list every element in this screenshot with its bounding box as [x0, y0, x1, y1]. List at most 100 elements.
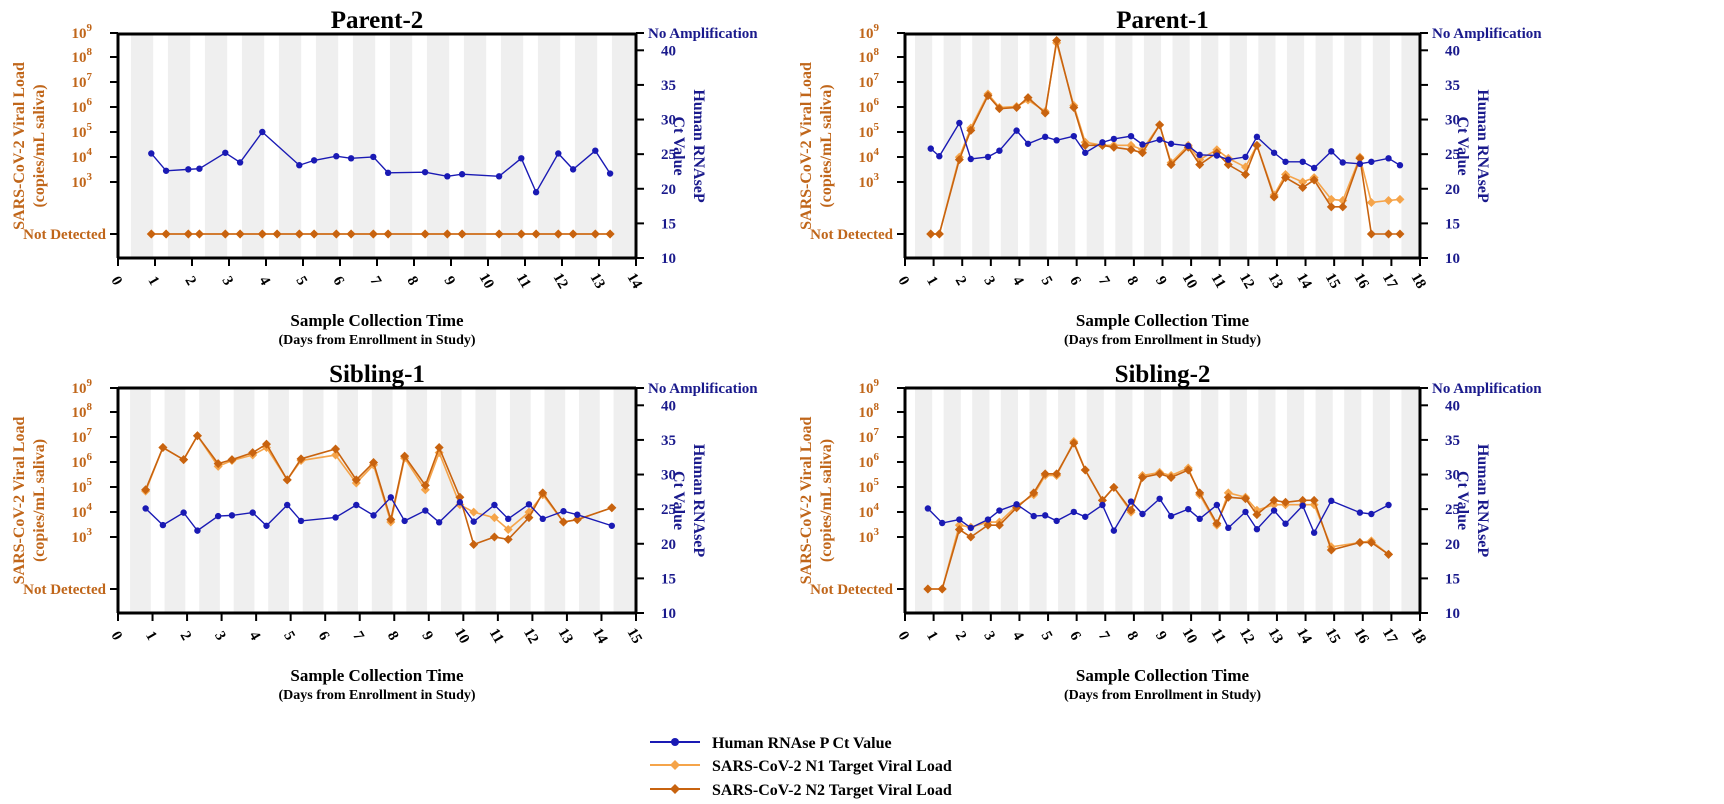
right-tick-label: 30 [1445, 113, 1460, 129]
x-tick-label: 0 [894, 274, 912, 288]
left-tick-label: 109 [72, 377, 93, 397]
x-tick-label: 10 [1179, 271, 1200, 292]
rnase-point [435, 519, 443, 526]
n2-point [954, 155, 964, 165]
n2-point [923, 584, 933, 594]
x-tick-label: 7 [366, 274, 384, 289]
n2-point [994, 104, 1004, 114]
right-axis-sublabel: Ct Value [1454, 471, 1471, 530]
n2-point [261, 439, 271, 449]
n2-point [1080, 465, 1090, 475]
rnase-point [1196, 515, 1203, 523]
rnase-point [1270, 507, 1278, 514]
rnase-point [967, 524, 975, 532]
x-tick-label: 14 [1293, 626, 1315, 647]
rnase-point [422, 507, 429, 514]
day-band [371, 388, 393, 613]
x-tick-label: 4 [1009, 629, 1027, 644]
rnase-point [1041, 512, 1049, 519]
x-axis-label: Sample Collection Time [1076, 311, 1250, 330]
n2-point [386, 515, 396, 525]
x-tick-label: 14 [624, 271, 646, 292]
not-detected-label: Not Detected [810, 227, 894, 243]
right-tick-label: 15 [661, 571, 676, 587]
x-tick-label: 2 [952, 629, 970, 643]
day-band [574, 34, 598, 258]
n2-point [1155, 120, 1165, 130]
rnase-point [1127, 498, 1135, 505]
n2-point [1395, 229, 1405, 239]
n2-point [457, 229, 467, 239]
rnase-point [1013, 127, 1020, 134]
panel-title: Parent-1 [1116, 7, 1209, 34]
right-tick-label: 10 [661, 251, 676, 267]
x-tick-label: 16 [1350, 626, 1372, 647]
n2-point [1109, 482, 1119, 492]
day-band [167, 34, 191, 258]
n2-point [1069, 103, 1079, 112]
n2-point [1355, 153, 1365, 163]
x-tick-label: 10 [1179, 626, 1200, 647]
day-band [1372, 34, 1390, 258]
rnase-point [370, 153, 377, 161]
x-tick-label: 8 [1123, 629, 1141, 643]
legend-label-n2: SARS-CoV-2 N2 Target Viral Load [712, 782, 952, 799]
day-band [1344, 388, 1362, 613]
x-tick-label: 18 [1408, 271, 1429, 292]
left-tick-label: 108 [859, 401, 880, 421]
rnase-point [1156, 495, 1163, 502]
rnase-point [1242, 508, 1249, 516]
day-band [440, 388, 462, 613]
rnase-point [1139, 141, 1146, 148]
rnase-point [421, 168, 429, 176]
rnase-point [458, 171, 466, 178]
rnase-point [1041, 133, 1049, 141]
rnase-point [333, 153, 340, 160]
rnase-point [1167, 512, 1175, 520]
right-axis-label: Human RNAseP [1474, 444, 1491, 558]
left-tick-label: 104 [859, 146, 880, 166]
n2-point [1281, 497, 1291, 507]
right-tick-label: 25 [661, 147, 676, 163]
n2-point [1366, 229, 1376, 239]
n2-point [1212, 518, 1222, 528]
day-band [268, 388, 289, 613]
day-band [406, 388, 428, 613]
day-band [613, 388, 635, 613]
n2-point [966, 532, 976, 542]
x-tick-label: 13 [555, 626, 576, 647]
rnase-point [1396, 162, 1404, 169]
rnase-point [1139, 510, 1146, 518]
n1-point [1395, 194, 1405, 204]
rnase-point [180, 509, 187, 516]
rnase-point [370, 512, 377, 519]
left-axis-sublabel: (copies/mL saliva) [31, 84, 48, 207]
n2-point [503, 534, 513, 544]
rnase-point [927, 145, 934, 152]
left-tick-label: 108 [859, 46, 880, 66]
n2-point [1109, 142, 1119, 152]
left-tick-label: 106 [72, 96, 93, 116]
day-band [337, 388, 359, 613]
right-tick-label: 20 [1445, 182, 1460, 198]
n2-point [248, 448, 258, 458]
right-tick-label: 20 [1445, 537, 1460, 553]
left-axis-sublabel: (copies/mL saliva) [818, 439, 835, 562]
right-tick-label: 25 [1445, 147, 1460, 163]
n2-point [966, 125, 976, 135]
x-tick-label: 17 [1379, 626, 1401, 647]
n2-point [1137, 472, 1147, 482]
rnase-point [1213, 152, 1221, 159]
n2-point [161, 229, 171, 239]
left-axis-sublabel: (copies/mL saliva) [818, 84, 835, 207]
n2-point [983, 91, 993, 101]
rnase-point [1070, 508, 1078, 516]
rnase-point [296, 162, 303, 169]
x-tick-label: 9 [440, 274, 458, 288]
n2-point [227, 455, 237, 465]
n2-point [1195, 488, 1205, 498]
n2-point [1155, 469, 1165, 479]
rnase-point [236, 159, 244, 166]
day-band [579, 388, 600, 613]
right-axis-label: Human RNAseP [690, 89, 707, 203]
